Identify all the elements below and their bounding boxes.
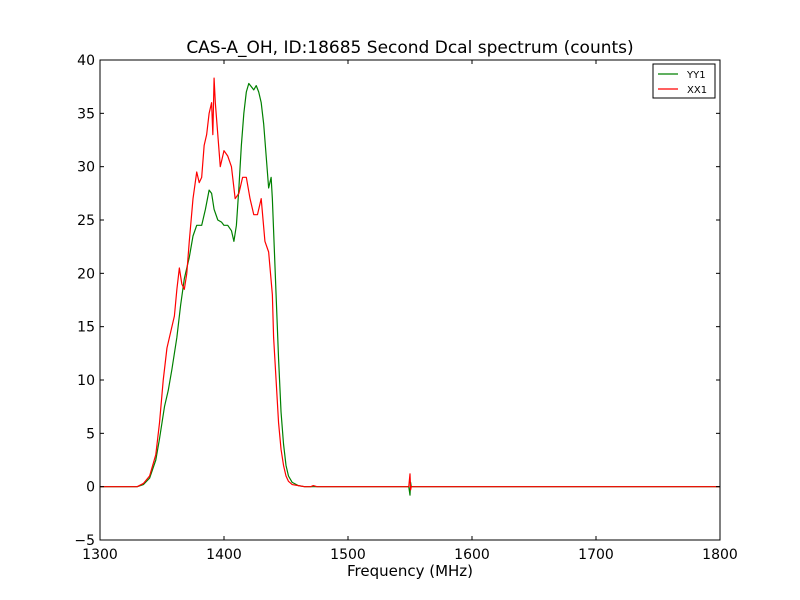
y-tick-label: 5 (86, 426, 95, 442)
y-tick-label: 30 (77, 160, 95, 176)
plot-frame (99, 59, 721, 541)
y-tick-label: 0 (86, 480, 95, 496)
x-tick-label: 1700 (578, 547, 614, 563)
y-tick-label: 25 (77, 213, 95, 229)
chart-title: CAS-A_OH, ID:18685 Second Dcal spectrum … (186, 38, 633, 58)
y-tick-label: 40 (77, 53, 95, 69)
y-tick-label: 35 (77, 106, 95, 122)
ticks-layer: 1300 1400 1500 1600 1700 1800 −5 0 5 10 15 20 25 30 35… (74, 53, 737, 563)
legend-label-yy1: YY1 (686, 70, 706, 81)
x-tick-label: 1400 (206, 547, 242, 563)
x-tick-label: 1500 (330, 547, 366, 563)
plot-area (100, 60, 720, 540)
x-tick-label: 1600 (454, 547, 490, 563)
x-tick-label: 1300 (82, 547, 118, 563)
series-line-xx1 (100, 77, 720, 491)
y-tick-label: 15 (77, 320, 95, 336)
y-tick-label: 10 (77, 373, 95, 389)
series-layer (100, 77, 720, 496)
y-tick-label: −5 (74, 533, 95, 549)
x-tick-label: 1800 (702, 547, 738, 563)
y-tick-label: 20 (77, 266, 95, 282)
legend-box (652, 63, 716, 99)
legend-label-xx1: XX1 (687, 85, 707, 96)
x-axis-label: Frequency (MHz) (347, 562, 473, 580)
